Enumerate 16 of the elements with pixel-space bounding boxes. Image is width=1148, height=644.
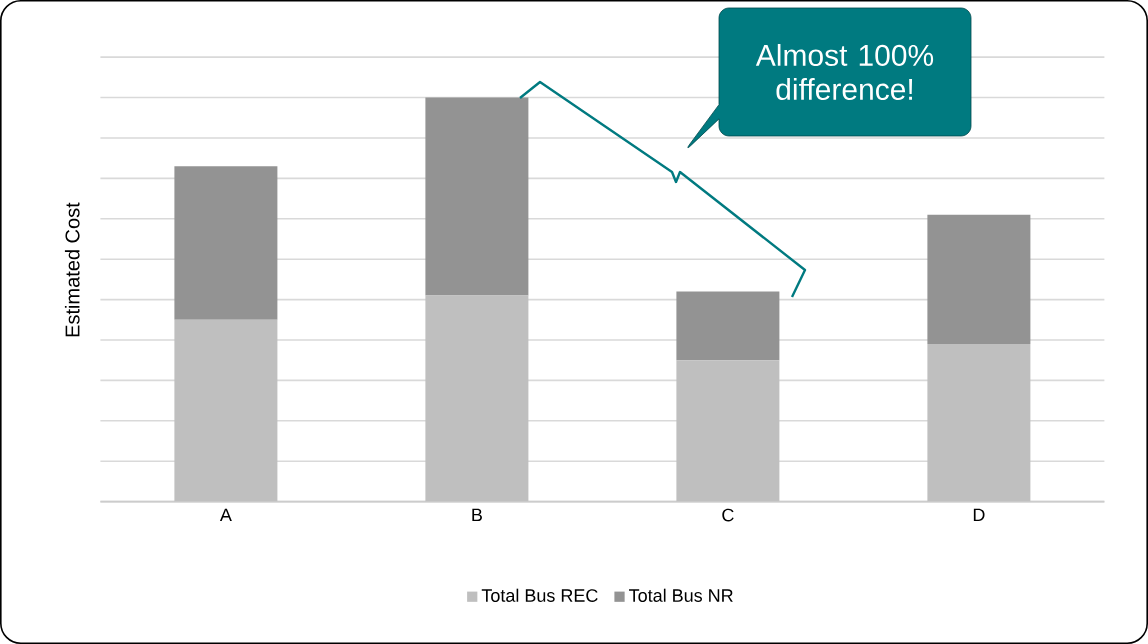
- x-tick-label: B: [472, 508, 482, 522]
- legend-label: Total Bus REC: [481, 588, 598, 602]
- bar: [676, 360, 780, 502]
- bar: [927, 214, 1031, 345]
- bar: [174, 166, 278, 320]
- annotation: Almost 100% difference!: [755, 43, 934, 100]
- bar: [425, 295, 529, 502]
- legend-label: Total Bus NR: [629, 588, 733, 602]
- bar: [174, 319, 278, 502]
- x-tick-label: A: [219, 508, 232, 522]
- bar: [425, 97, 529, 296]
- x-tick-label: C: [722, 508, 734, 522]
- x-tick-label: D: [973, 508, 985, 522]
- bar: [927, 344, 1031, 502]
- y-axis-title: Estimated Cost: [64, 202, 80, 337]
- bar: [676, 291, 780, 361]
